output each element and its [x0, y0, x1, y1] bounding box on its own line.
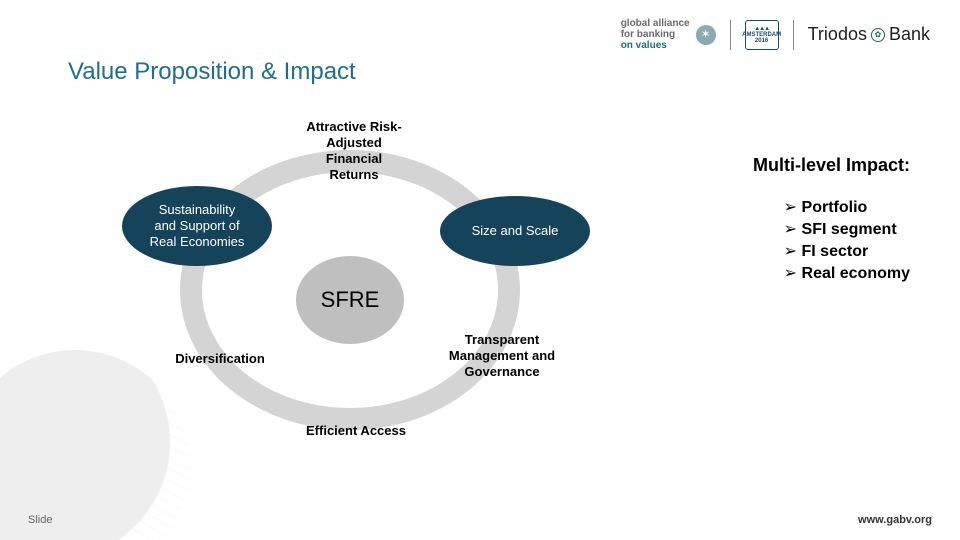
impact-heading: Multi-level Impact: [753, 155, 910, 176]
header-logos: global alliance for banking on values ✶ … [621, 18, 930, 51]
footer-url: www.gabv.org [858, 514, 932, 526]
diagram-node-diversification: Diversification [150, 344, 290, 374]
diagram-node-access-line0: Efficient Access [306, 423, 406, 439]
gabv-text: global alliance for banking on values [621, 18, 690, 51]
gabv-person-icon: ✶ [696, 25, 716, 45]
slide: global alliance for banking on values ✶ … [0, 0, 960, 540]
diagram-node-returns-line0: Attractive Risk- [306, 119, 401, 135]
amsterdam-badge: AMSTERDAM 2016 [745, 20, 779, 50]
center-label: SFRE [321, 287, 380, 313]
slide-title: Value Proposition & Impact [68, 58, 356, 86]
diagram-node-sustainability: Sustainabilityand Support ofReal Economi… [122, 186, 272, 266]
impact-item-0: Portfolio [784, 197, 910, 217]
value-prop-diagram: SFRE Attractive Risk-AdjustedFinancialRe… [60, 120, 640, 450]
amsterdam-line2: 2016 [755, 38, 768, 44]
triodos-logo: Triodos ✿ Bank [808, 24, 930, 45]
triodos-suffix: Bank [889, 24, 930, 45]
impact-item-1: SFI segment [784, 219, 910, 239]
diagram-center: SFRE [296, 256, 404, 344]
diagram-node-transparency: TransparentManagement andGovernance [422, 326, 582, 386]
diagram-node-sustainability-line1: and Support of [154, 218, 239, 234]
gabv-line3: on values [621, 40, 690, 51]
diagram-node-size-scale-line0: Size and Scale [472, 223, 559, 239]
diagram-node-diversification-line0: Diversification [175, 351, 265, 367]
diagram-node-sustainability-line2: Real Economies [150, 234, 245, 250]
triodos-prefix: Triodos [808, 24, 867, 45]
triodos-leaf-icon: ✿ [871, 28, 885, 42]
diagram-node-returns: Attractive Risk-AdjustedFinancialReturns [284, 116, 424, 186]
gabv-line1: global alliance [621, 18, 690, 29]
diagram-node-transparency-line2: Governance [464, 364, 539, 380]
diagram-node-transparency-line0: Transparent [465, 332, 539, 348]
diagram-node-transparency-line1: Management and [449, 348, 555, 364]
diagram-node-returns-line1: Adjusted [326, 135, 382, 151]
impact-list: PortfolioSFI segmentFI sectorReal econom… [784, 195, 910, 285]
logo-divider [730, 20, 731, 50]
slide-number-label: Slide [28, 514, 52, 526]
diagram-node-sustainability-line0: Sustainability [159, 202, 236, 218]
diagram-node-returns-line3: Returns [329, 167, 378, 183]
diagram-node-returns-line2: Financial [326, 151, 382, 167]
logo-divider-2 [793, 20, 794, 50]
gabv-logo: global alliance for banking on values ✶ [621, 18, 716, 51]
gabv-line2: for banking [621, 29, 690, 40]
diagram-node-size-scale: Size and Scale [440, 196, 590, 266]
diagram-node-access: Efficient Access [286, 416, 426, 446]
impact-item-2: FI sector [784, 241, 910, 261]
impact-item-3: Real economy [784, 263, 910, 283]
